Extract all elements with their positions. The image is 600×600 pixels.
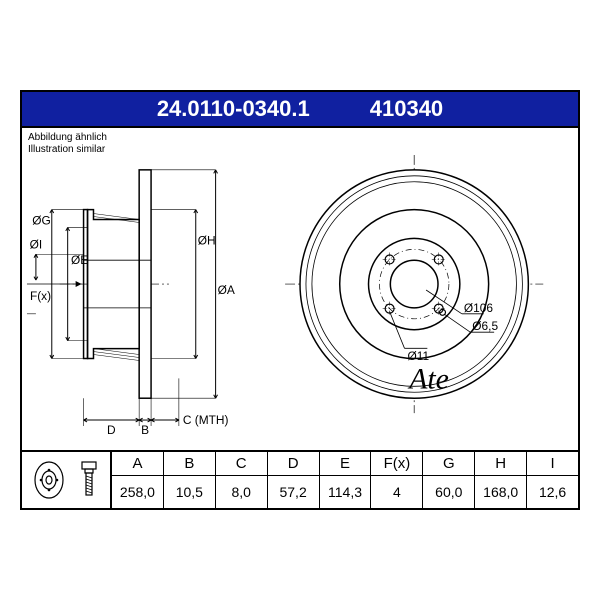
part-code: 410340 [370, 96, 443, 122]
svg-text:Ate: Ate [407, 362, 449, 395]
spec-head: H [475, 452, 526, 476]
spec-head: D [268, 452, 319, 476]
spec-head: I [527, 452, 578, 476]
spec-col-F(x): F(x)4 [371, 452, 423, 508]
svg-text:ØI: ØI [30, 237, 43, 251]
technical-drawing: Ø106 Ø11 Ø6,5 ØI ØG ØE F(x) ØH ØA D B C (MTH) Ate [22, 130, 578, 448]
disc-icon [31, 458, 67, 502]
spec-table: A258,0B10,5C8,0D57,2E114,3F(x)4G60,0H168… [22, 450, 578, 508]
spec-val: 168,0 [475, 476, 526, 508]
svg-text:Ø6,5: Ø6,5 [472, 319, 498, 333]
spec-columns: A258,0B10,5C8,0D57,2E114,3F(x)4G60,0H168… [112, 452, 578, 508]
spec-col-H: H168,0 [475, 452, 527, 508]
svg-text:ØG: ØG [32, 213, 51, 227]
svg-text:ØE: ØE [71, 253, 88, 267]
svg-text:D: D [107, 423, 116, 437]
svg-text:ØA: ØA [218, 283, 235, 297]
svg-text:ØH: ØH [198, 233, 216, 247]
spec-col-B: B10,5 [164, 452, 216, 508]
spec-val: 258,0 [112, 476, 163, 508]
spec-val: 60,0 [423, 476, 474, 508]
spec-val: 8,0 [216, 476, 267, 508]
spec-head: C [216, 452, 267, 476]
bolt-icon [76, 458, 102, 502]
spec-val: 10,5 [164, 476, 215, 508]
spec-col-G: G60,0 [423, 452, 475, 508]
spec-val: 114,3 [320, 476, 371, 508]
svg-text:Ø106: Ø106 [464, 301, 494, 315]
spec-val: 57,2 [268, 476, 319, 508]
spec-col-E: E114,3 [320, 452, 372, 508]
spec-col-A: A258,0 [112, 452, 164, 508]
spec-val: 4 [371, 476, 422, 508]
svg-text:F(x): F(x) [30, 289, 51, 303]
spec-head: B [164, 452, 215, 476]
svg-text:Ø11: Ø11 [407, 349, 429, 363]
spec-head: G [423, 452, 474, 476]
spec-val: 12,6 [527, 476, 578, 508]
spec-icons [22, 452, 112, 508]
part-number: 24.0110-0340.1 [157, 96, 310, 122]
spec-col-I: I12,6 [527, 452, 578, 508]
svg-text:C (MTH): C (MTH) [183, 413, 229, 427]
spec-head: A [112, 452, 163, 476]
spec-head: E [320, 452, 371, 476]
spec-head: F(x) [371, 452, 422, 476]
spec-col-D: D57,2 [268, 452, 320, 508]
svg-text:B: B [141, 423, 149, 437]
header-bar: 24.0110-0340.1 410340 [22, 92, 578, 128]
drawing-svg: Ø106 Ø11 Ø6,5 ØI ØG ØE F(x) ØH ØA D B C (MTH) Ate [22, 130, 578, 448]
spec-col-C: C8,0 [216, 452, 268, 508]
drawing-frame: 24.0110-0340.1 410340 Abbildung ähnlich … [20, 90, 580, 510]
